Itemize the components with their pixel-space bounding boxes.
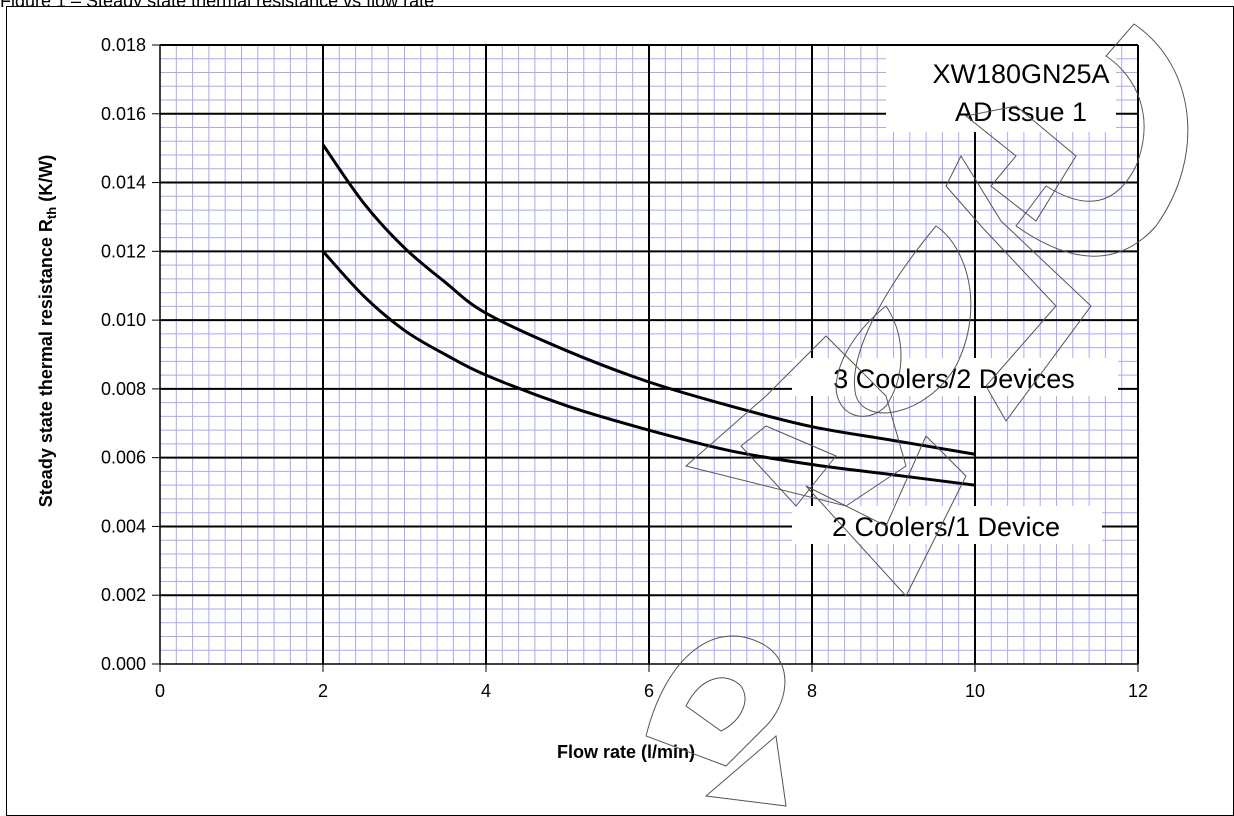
y-tick-label: 0.008 [101,379,146,399]
y-axis-title-subscript: th [44,207,59,219]
major-grid-horizontal [160,44,1138,597]
x-tick-label: 12 [1128,681,1148,701]
x-tick-label: 0 [155,681,165,701]
series-group [321,143,976,487]
y-tick-label: 0.000 [101,654,146,674]
chart-frame: 0.000 0.002 0.004 0.006 0.008 0.010 0.012 0.014… [6,6,1234,816]
y-tick-labels: 0.000 0.002 0.004 0.006 0.008 0.010 0.012 0.014… [101,35,146,674]
y-tick-label: 0.010 [101,310,146,330]
x-axis-title: Flow rate (l/min) [557,742,695,762]
y-tick-label: 0.018 [101,35,146,55]
x-tick-labels: 0 2 4 6 8 10 12 [155,681,1148,701]
series-line-1 [321,143,976,456]
model-label-box [886,46,1116,132]
y-tick-label: 0.004 [101,516,146,536]
x-tick-label: 6 [644,681,654,701]
x-tick-label: 2 [318,681,328,701]
label-upper-box [792,358,1118,396]
model-line-1: XW180GN25A [932,59,1109,89]
y-tick-label: 0.016 [101,104,146,124]
y-tick-label: 0.012 [101,241,146,261]
y-axis-title-unit: (K/W) [36,155,56,207]
watermark-graphic [645,23,1189,807]
series-line-2 [321,250,976,487]
y-tick-label: 0.002 [101,585,146,605]
thermal-resistance-chart: 0.000 0.002 0.004 0.006 0.008 0.010 0.012 0.014… [6,6,1234,816]
y-axis-title: Steady state thermal resistance Rth (K/W… [36,155,59,507]
figure-caption: Figure 1 – Steady state thermal resistan… [0,0,435,11]
label-lower-box [792,506,1102,544]
y-tick-label: 0.014 [101,173,146,193]
axes [152,44,1139,672]
x-tick-label: 8 [807,681,817,701]
model-line-2: AD Issue 1 [955,97,1087,127]
major-grid-vertical [322,45,1139,664]
y-axis-title-main: Steady state thermal resistance R [36,219,56,507]
y-tick-label: 0.006 [101,448,146,468]
x-tick-label: 10 [965,681,985,701]
x-tick-label: 4 [481,681,491,701]
